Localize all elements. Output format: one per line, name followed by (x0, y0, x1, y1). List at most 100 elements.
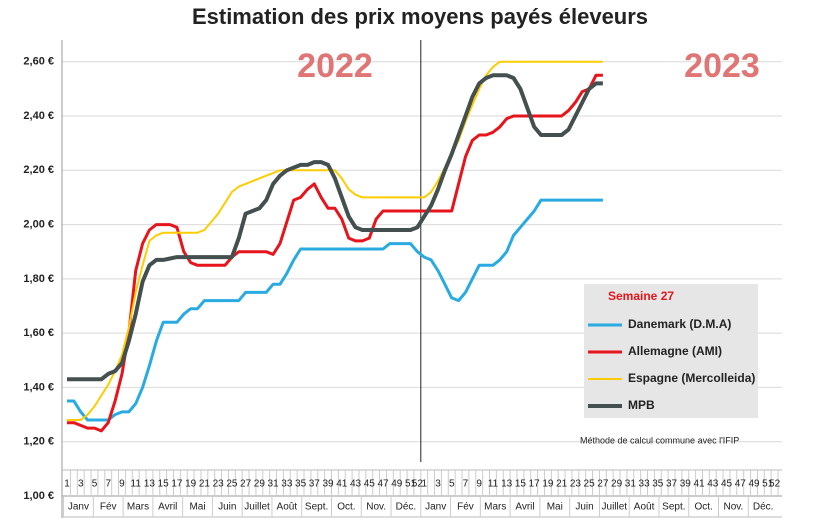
legend-label: MPB (628, 398, 655, 412)
month-label: Déc. (396, 502, 417, 513)
x-tick-label: 41 (693, 479, 705, 490)
series-line (67, 73, 603, 433)
x-tick-label: 15 (158, 479, 170, 490)
month-label: Janv (425, 502, 446, 513)
legend-label: Danemark (D.M.A) (628, 317, 731, 331)
x-tick-label: 5 (92, 479, 98, 490)
x-tick-label: 47 (735, 479, 747, 490)
month-label: Nov. (366, 502, 386, 513)
month-label: Mars (127, 502, 149, 513)
x-tick-label: 43 (707, 479, 719, 490)
x-tick-label: 19 (185, 479, 197, 490)
y-tick-label: 2,40 € (23, 110, 54, 122)
x-tick-label: 27 (597, 479, 609, 490)
month-label: Sept. (662, 502, 685, 513)
month-label: Sept. (305, 502, 328, 513)
x-tick-label: 31 (268, 479, 280, 490)
month-label: Nov. (723, 502, 743, 513)
x-tick-label: 49 (748, 479, 760, 490)
month-label: Déc. (753, 502, 774, 513)
x-tick-label: 49 (391, 479, 403, 490)
x-tick-label: 17 (171, 479, 183, 490)
month-label: Avril (515, 502, 534, 513)
x-tick-label: 5 (449, 479, 455, 490)
x-tick-label: 1 (421, 479, 427, 490)
series-line (67, 198, 603, 422)
x-tick-label: 19 (542, 479, 554, 490)
y-tick-label: 1,80 € (23, 273, 54, 285)
month-label: Oct. (694, 502, 712, 513)
x-tick-label: 39 (680, 479, 692, 490)
x-tick-label: 43 (350, 479, 362, 490)
x-tick-label: 13 (501, 479, 513, 490)
x-tick-label: 23 (570, 479, 582, 490)
month-label: Juillet (244, 502, 270, 513)
x-tick-label: 31 (625, 479, 637, 490)
y-tick-label: 1,20 € (23, 436, 54, 448)
legend-label: Allemagne (AMI) (628, 344, 722, 358)
series-line (67, 60, 603, 421)
x-tick-label: 7 (463, 479, 469, 490)
x-tick-label: 33 (639, 479, 651, 490)
x-tick-label: 37 (666, 479, 678, 490)
chart-title: Estimation des prix moyens payés éleveur… (192, 4, 648, 29)
x-tick-label: 17 (529, 479, 541, 490)
x-tick-label: 9 (119, 479, 125, 490)
x-tick-label: 51 (762, 479, 774, 490)
x-tick-label: 27 (240, 479, 252, 490)
x-tick-label: 11 (488, 479, 499, 490)
y-tick-label: 1,60 € (23, 327, 54, 339)
x-tick-label: 47 (377, 479, 389, 490)
month-label: Juin (218, 502, 236, 513)
year-annotation: 2023 (684, 47, 760, 85)
x-tick-label: 45 (721, 479, 733, 490)
month-label: Fév (100, 502, 117, 513)
x-tick-label: 35 (652, 479, 664, 490)
month-label: Mars (484, 502, 506, 513)
series-line (67, 73, 603, 382)
month-label: Août (277, 502, 298, 513)
month-label: Avril (158, 502, 177, 513)
month-label: Janv (68, 502, 89, 513)
x-tick-label: 3 (435, 479, 441, 490)
month-label: Juin (575, 502, 593, 513)
x-tick-label: 51 (405, 479, 417, 490)
x-tick-label: 29 (611, 479, 623, 490)
x-tick-label: 52 (412, 479, 424, 490)
x-tick-label: 11 (131, 479, 142, 490)
x-tick-label: 21 (556, 479, 568, 490)
legend-label: Espagne (Mercolleida) (628, 371, 755, 385)
month-label: Août (634, 502, 655, 513)
x-tick-label: 25 (226, 479, 238, 490)
x-tick-label: 9 (476, 479, 482, 490)
x-tick-label: 45 (364, 479, 376, 490)
x-tick-label: 41 (336, 479, 348, 490)
year-annotation: 2022 (297, 47, 373, 85)
x-tick-label: 39 (322, 479, 334, 490)
month-label: Mai (547, 502, 563, 513)
note: Méthode de calcul commune avec l'IFIP (580, 435, 739, 445)
month-label: Oct. (337, 502, 355, 513)
y-tick-label: 2,60 € (23, 56, 54, 68)
x-tick-label: 15 (515, 479, 527, 490)
x-tick-label: 25 (584, 479, 596, 490)
legend-title: Semaine 27 (608, 289, 674, 303)
x-tick-label: 52 (769, 479, 781, 490)
month-label: Fév (457, 502, 474, 513)
x-tick-label: 23 (213, 479, 225, 490)
month-label: Juillet (602, 502, 628, 513)
x-tick-label: 13 (144, 479, 156, 490)
x-tick-label: 29 (254, 479, 266, 490)
x-tick-label: 21 (199, 479, 211, 490)
y-tick-label: 1,00 € (23, 490, 54, 502)
x-tick-label: 7 (105, 479, 111, 490)
month-label: Mai (189, 502, 205, 513)
y-tick-label: 1,40 € (23, 381, 54, 393)
x-tick-label: 35 (295, 479, 307, 490)
x-tick-label: 33 (281, 479, 293, 490)
y-tick-label: 2,00 € (23, 218, 54, 230)
x-tick-label: 3 (78, 479, 84, 490)
x-tick-label: 1 (64, 479, 70, 490)
x-tick-label: 37 (309, 479, 321, 490)
